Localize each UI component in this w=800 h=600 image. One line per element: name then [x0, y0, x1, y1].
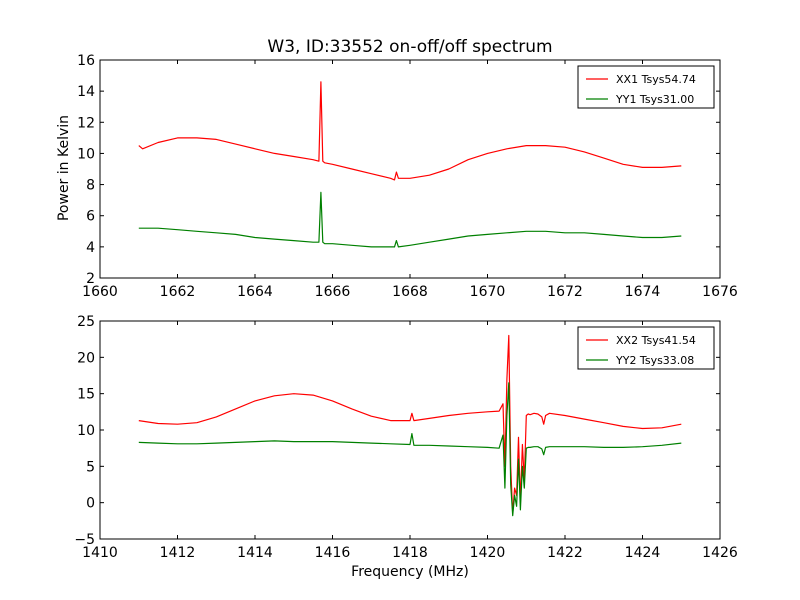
- x-tick-label: 1426: [702, 545, 738, 561]
- x-tick-label: 1672: [547, 284, 583, 300]
- legend-label: XX1 Tsys54.74: [616, 73, 696, 86]
- y-tick-label: 14: [77, 84, 95, 100]
- x-tick-label: 1674: [625, 284, 661, 300]
- y-tick-label: 8: [86, 178, 95, 194]
- x-tick-label: 1668: [392, 284, 428, 300]
- x-tick-label: 1660: [82, 284, 118, 300]
- x-tick-label: 1676: [702, 284, 738, 300]
- x-tick-label: 1422: [547, 545, 583, 561]
- series-line-red: [138, 81, 682, 181]
- series-line-green: [138, 191, 682, 248]
- x-tick-label: 1418: [392, 545, 428, 561]
- figure-title: W3, ID:33552 on-off/off spectrum: [267, 37, 552, 57]
- legend-label: YY2 Tsys33.08: [615, 354, 694, 367]
- x-tick-label: 1416: [315, 545, 351, 561]
- series-line-green: [138, 382, 682, 517]
- y-tick-label: 25: [77, 314, 95, 330]
- x-tick-label: 1410: [82, 545, 118, 561]
- legend-box: [577, 326, 715, 370]
- x-tick-label: 1420: [470, 545, 506, 561]
- legend-box: [577, 65, 715, 109]
- bottom-panel: 1410 1412 1414 1416 1418 1420 1422 1424 1426 −5 0 5…: [74, 314, 738, 561]
- legend-label: XX2 Tsys41.54: [616, 334, 696, 347]
- legend-label: YY1 Tsys31.00: [615, 93, 694, 106]
- y-tick-label: 5: [86, 459, 95, 475]
- x-tick-label: 1666: [315, 284, 351, 300]
- x-axis-label: Frequency (MHz): [351, 564, 469, 580]
- y-tick-label: 10: [77, 146, 95, 162]
- legend: XX1 Tsys54.74 YY1 Tsys31.00: [577, 65, 715, 109]
- legend: XX2 Tsys41.54 YY2 Tsys33.08: [577, 326, 715, 370]
- y-tick-label: 4: [86, 240, 95, 256]
- x-tick-label: 1424: [625, 545, 661, 561]
- y-tick-label: 10: [77, 423, 95, 439]
- y-tick-label: 2: [86, 271, 95, 287]
- y-tick-label: −5: [74, 532, 95, 548]
- x-tick-label: 1414: [237, 545, 273, 561]
- y-axis-label: Power in Kelvin: [56, 115, 72, 221]
- x-tick-label: 1664: [237, 284, 273, 300]
- series-line-red: [138, 334, 682, 515]
- x-tick-label: 1412: [160, 545, 196, 561]
- x-tick-label: 1662: [160, 284, 196, 300]
- y-tick-label: 0: [86, 496, 95, 512]
- y-tick-label: 20: [77, 350, 95, 366]
- y-tick-label: 15: [77, 387, 95, 403]
- y-tick-label: 12: [77, 115, 95, 131]
- x-tick-label: 1670: [470, 284, 506, 300]
- y-tick-label: 16: [77, 53, 95, 69]
- top-panel: 1660 1662 1664 1666 1668 1670 1672 1674 1676 2 4 6 8…: [77, 53, 738, 300]
- y-tick-label: 6: [86, 209, 95, 225]
